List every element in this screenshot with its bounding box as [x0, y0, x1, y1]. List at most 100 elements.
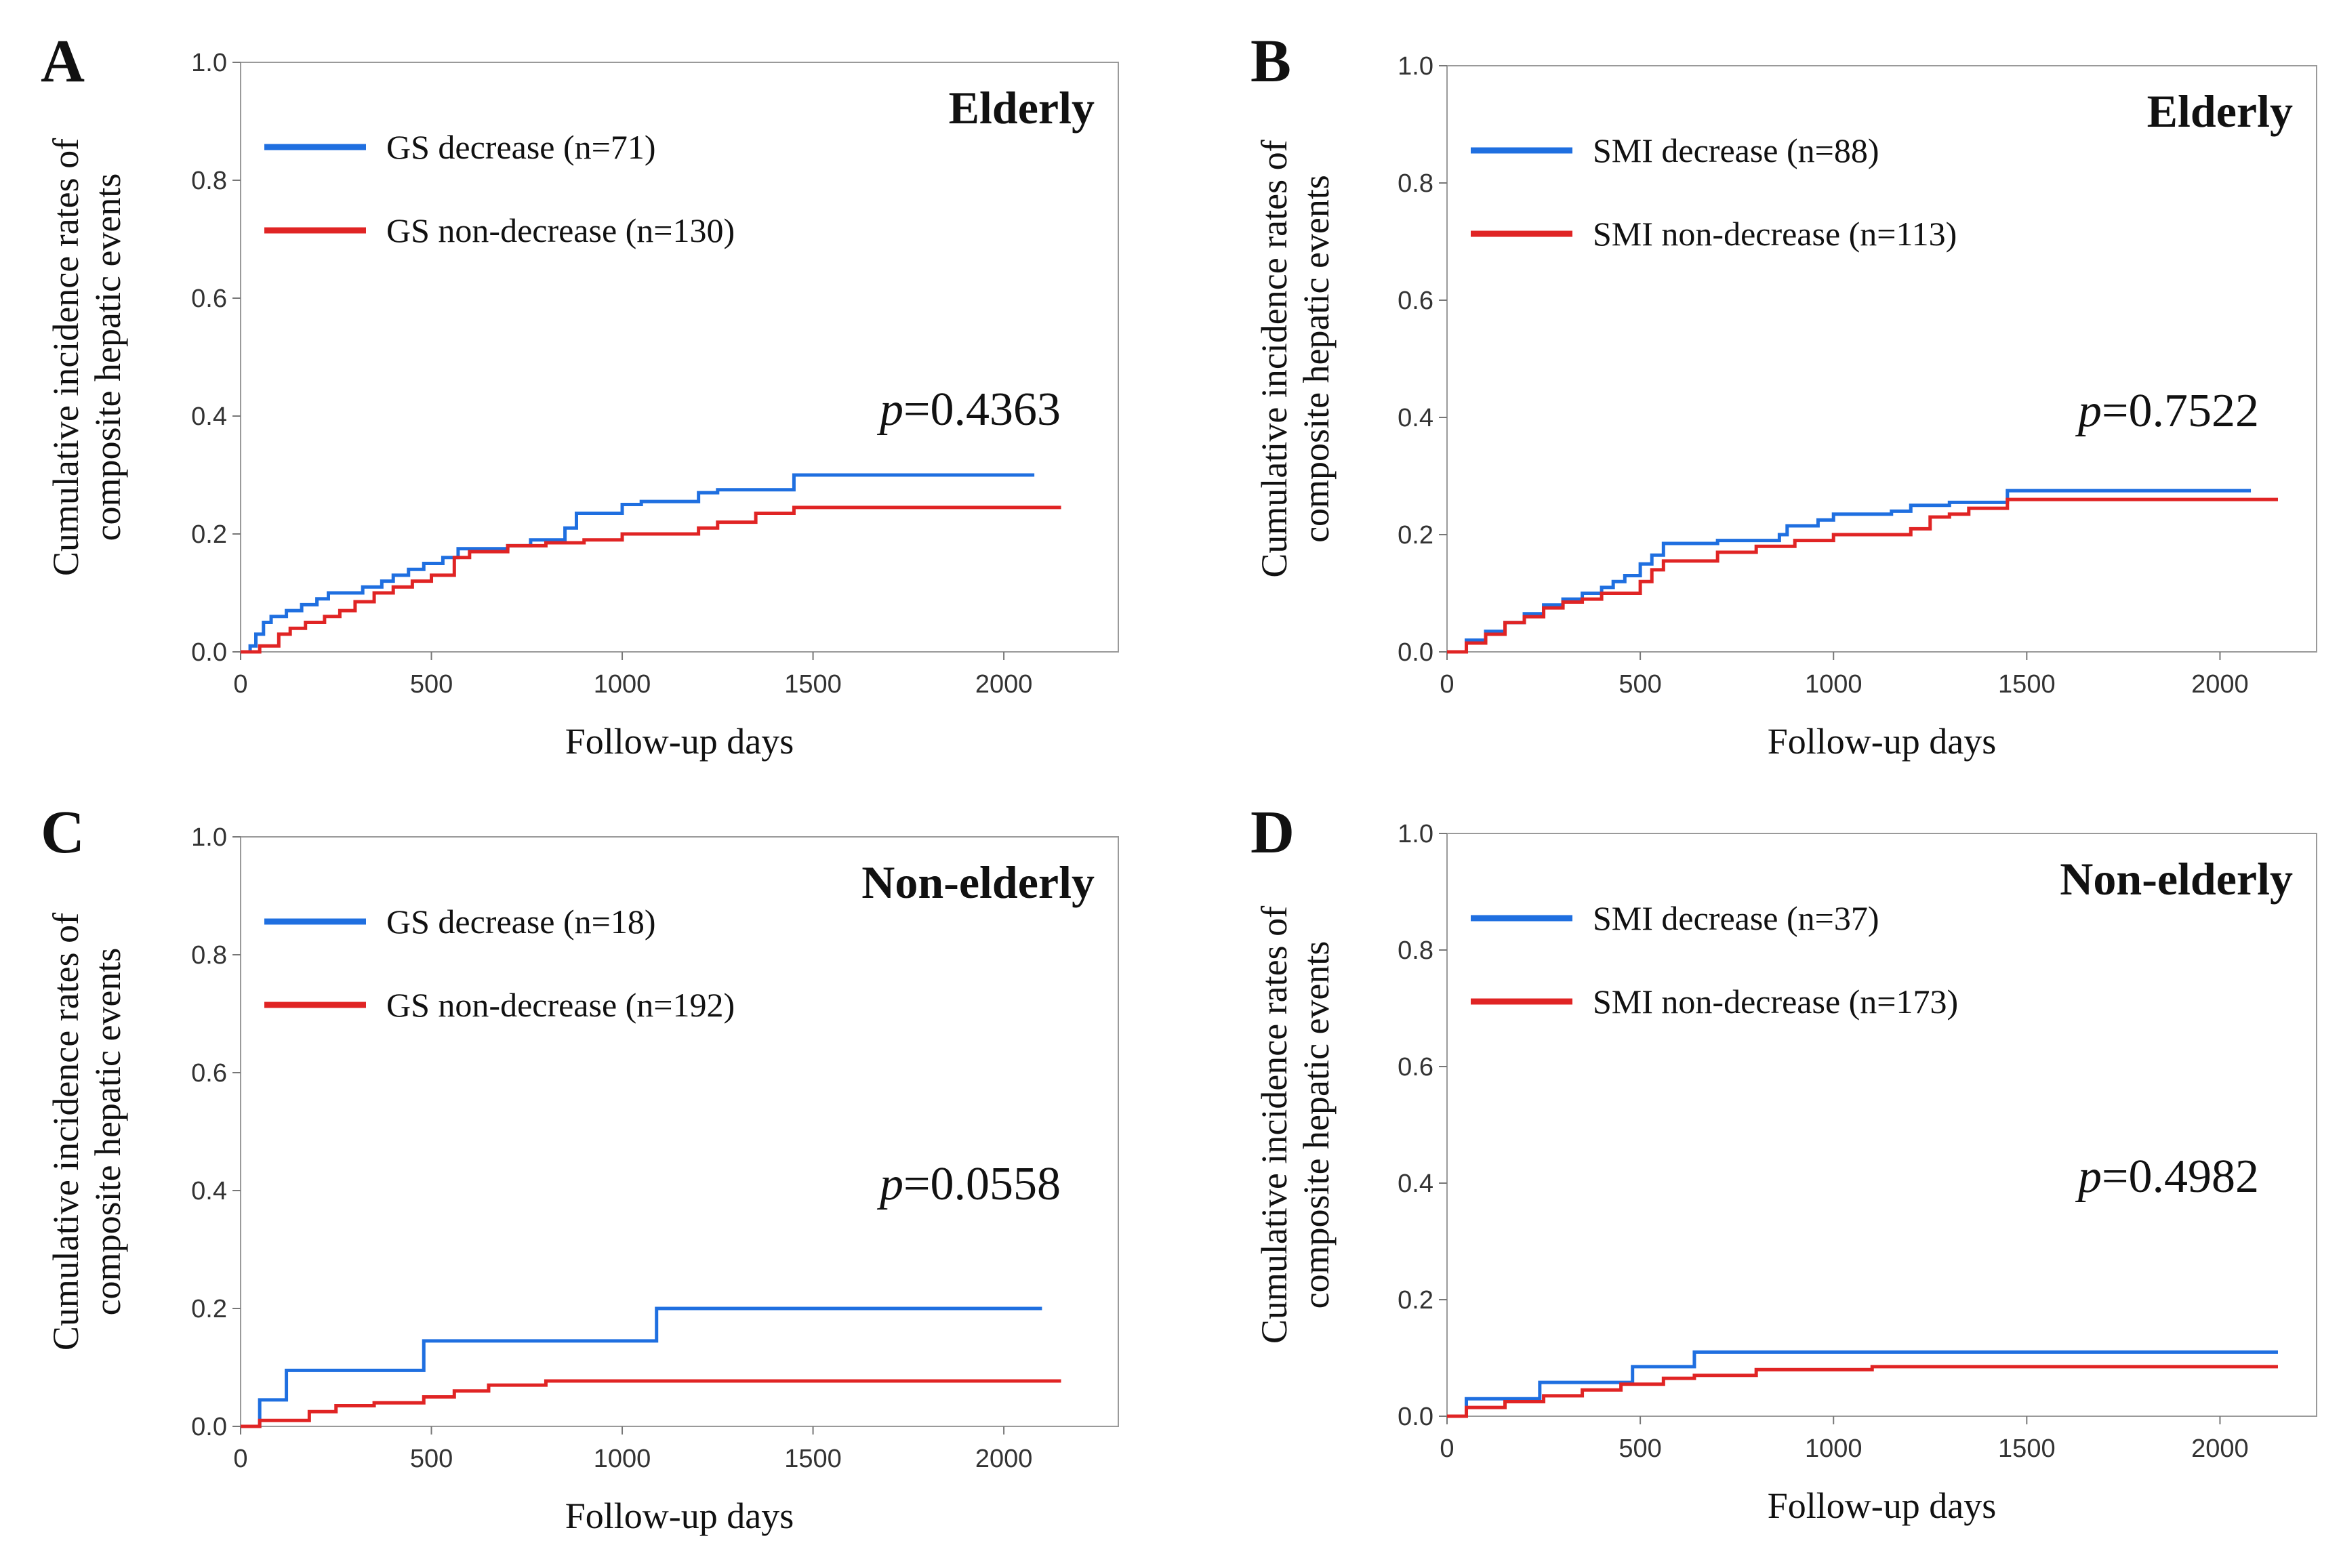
- x-tick-label: 500: [410, 1445, 453, 1473]
- group-label: Elderly: [949, 82, 1095, 133]
- chart-panel-c: 0.0 0.2 0.4 0.6 0.8 1.0 0 500 1000 1500 2000 Follow…: [41, 799, 1119, 1536]
- legend-entry: SMI non-decrease (n=113): [1593, 215, 1957, 253]
- plot-frame: [240, 836, 1119, 1427]
- x-tick-label: 2000: [975, 670, 1033, 699]
- chart-panel-a: 0.0 0.2 0.4 0.6 0.8 1.0 0 500 1000 1500 2000 Follow…: [41, 28, 1119, 762]
- panel-letter: B: [1250, 28, 1291, 95]
- x-tick-label: 0: [1440, 1435, 1454, 1463]
- p-value-symbol: p: [876, 384, 903, 436]
- y-axis-label-line: Cumulative incidence rates of: [1254, 906, 1295, 1344]
- x-tick-label: 500: [1619, 670, 1661, 699]
- p-value-number: =0.4982: [2102, 1151, 2259, 1203]
- y-tick-label: 0.4: [1398, 404, 1433, 432]
- legend-entry: SMI non-decrease (n=173): [1593, 983, 1958, 1020]
- x-tick-label: 0: [1440, 670, 1454, 699]
- series-line-non-decrease: [1447, 1365, 2278, 1418]
- y-tick-label: 0.6: [191, 285, 227, 313]
- series-line-decrease: [1447, 489, 2252, 654]
- panel-letter: C: [41, 799, 85, 866]
- legend-entry: GS non-decrease (n=130): [386, 211, 735, 249]
- x-tick-label: 1500: [784, 670, 842, 699]
- y-axis-label-line: composite hepatic events: [87, 173, 128, 541]
- x-tick-label: 500: [1619, 1435, 1661, 1463]
- p-value-annotation: p=0.0558: [876, 1158, 1061, 1210]
- series-line-decrease: [241, 1306, 1042, 1428]
- group-label: Non-elderly: [861, 857, 1095, 908]
- y-tick-label: 0.4: [191, 1177, 227, 1205]
- y-tick-label: 1.0: [191, 823, 227, 852]
- y-axis-label-line: Cumulative incidence rates of: [45, 138, 86, 576]
- group-label: Elderly: [2147, 85, 2293, 137]
- y-tick-label: 0.6: [1398, 1053, 1433, 1081]
- x-tick-label: 0: [233, 1445, 247, 1473]
- x-tick-label: 1000: [1805, 670, 1862, 699]
- y-tick-label: 0.8: [1398, 936, 1433, 965]
- x-axis-label: Follow-up days: [565, 1495, 794, 1536]
- x-tick-label: 500: [410, 670, 453, 699]
- x-axis-label: Follow-up days: [1768, 721, 1997, 762]
- y-tick-label: 1.0: [1398, 820, 1433, 848]
- series-line-decrease: [1447, 1350, 2278, 1418]
- plot-frame: [1446, 65, 2317, 653]
- chart-panel-b: 0.0 0.2 0.4 0.6 0.8 1.0 0 500 1000 1500 2000 Follow…: [1250, 28, 2317, 762]
- x-tick-label: 1500: [1998, 1435, 2056, 1463]
- y-tick-label: 0.2: [191, 520, 227, 549]
- series-line-decrease: [241, 473, 1035, 654]
- x-tick-label: 2000: [975, 1445, 1033, 1473]
- p-value-annotation: p=0.7522: [2075, 385, 2259, 437]
- y-tick-label: 0.0: [1398, 638, 1433, 667]
- legend-entry: GS non-decrease (n=192): [386, 986, 735, 1024]
- legend-entry: GS decrease (n=71): [386, 128, 656, 166]
- x-tick-label: 1000: [594, 670, 651, 699]
- p-value-annotation: p=0.4363: [876, 384, 1061, 436]
- series-line-non-decrease: [1447, 497, 2278, 654]
- plot-frame: [1446, 833, 2317, 1417]
- x-tick-label: 2000: [2191, 670, 2249, 699]
- group-label: Non-elderly: [2060, 853, 2293, 905]
- p-value-symbol: p: [2075, 385, 2102, 437]
- y-tick-label: 0.8: [191, 941, 227, 970]
- x-tick-label: 1000: [594, 1445, 651, 1473]
- y-tick-label: 0.0: [191, 638, 227, 667]
- p-value-number: =0.7522: [2102, 385, 2259, 437]
- y-axis-label-line: Cumulative incidence rates of: [45, 913, 86, 1350]
- p-value-number: =0.0558: [903, 1158, 1061, 1210]
- y-axis-label-line: composite hepatic events: [1296, 941, 1337, 1309]
- x-tick-label: 1500: [784, 1445, 842, 1473]
- chart-panel-d: 0.0 0.2 0.4 0.6 0.8 1.0 0 500 1000 1500 2000 Follow…: [1250, 799, 2317, 1526]
- p-value-annotation: p=0.4982: [2075, 1151, 2259, 1203]
- y-tick-label: 0.6: [191, 1059, 227, 1088]
- y-tick-label: 1.0: [191, 49, 227, 77]
- panel-letter: D: [1250, 799, 1295, 866]
- p-value-symbol: p: [2075, 1151, 2102, 1203]
- y-tick-label: 0.2: [1398, 521, 1433, 550]
- y-tick-label: 0.6: [1398, 287, 1433, 315]
- y-tick-label: 0.0: [1398, 1403, 1433, 1431]
- y-axis-label-line: composite hepatic events: [1296, 175, 1337, 543]
- x-axis-label: Follow-up days: [1768, 1485, 1997, 1526]
- plot-frame: [240, 62, 1119, 653]
- y-axis-label-line: Cumulative incidence rates of: [1254, 140, 1295, 577]
- p-value-symbol: p: [876, 1158, 903, 1210]
- y-tick-label: 0.8: [1398, 169, 1433, 198]
- panel-letter: A: [41, 28, 85, 95]
- p-value-number: =0.4363: [903, 384, 1061, 436]
- y-axis-label-line: composite hepatic events: [87, 948, 128, 1316]
- legend-entry: SMI decrease (n=88): [1593, 131, 1879, 169]
- series-line-non-decrease: [241, 506, 1061, 654]
- y-tick-label: 0.0: [191, 1413, 227, 1441]
- x-tick-label: 2000: [2191, 1435, 2249, 1463]
- y-tick-label: 0.2: [191, 1295, 227, 1323]
- x-axis-label: Follow-up days: [565, 721, 794, 762]
- legend-entry: GS decrease (n=18): [386, 903, 656, 941]
- x-tick-label: 1000: [1805, 1435, 1862, 1463]
- legend-entry: SMI decrease (n=37): [1593, 899, 1879, 937]
- series-line-non-decrease: [241, 1379, 1061, 1428]
- y-tick-label: 0.4: [1398, 1170, 1433, 1198]
- x-tick-label: 1500: [1998, 670, 2056, 699]
- y-tick-label: 1.0: [1398, 52, 1433, 81]
- y-tick-label: 0.4: [191, 403, 227, 431]
- y-tick-label: 0.8: [191, 167, 227, 195]
- y-tick-label: 0.2: [1398, 1286, 1433, 1315]
